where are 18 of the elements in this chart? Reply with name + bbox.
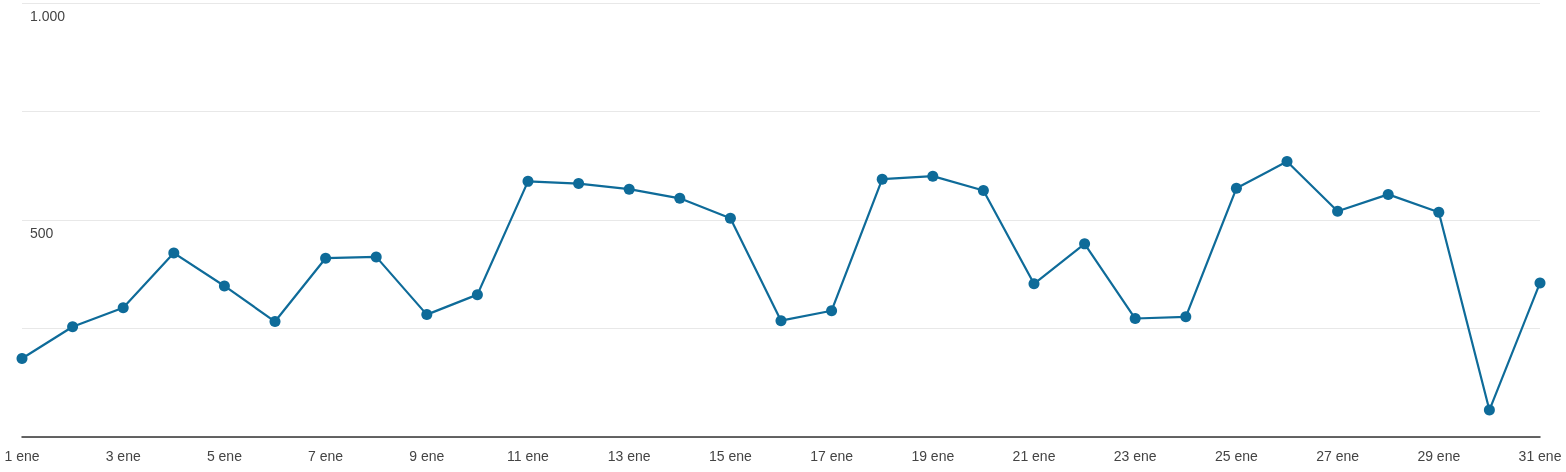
x-tick-label: 17 ene <box>810 448 854 464</box>
x-tick-label: 7 ene <box>308 448 344 464</box>
x-tick-label: 13 ene <box>607 448 651 464</box>
y-tick-label: 500 <box>30 225 54 241</box>
y-tick-label: 1.000 <box>30 8 66 24</box>
x-tick-label: 25 ene <box>1214 448 1259 464</box>
x-tick-label: 11 ene <box>507 448 550 464</box>
x-tick-label: 23 ene <box>1113 448 1157 464</box>
x-tick-label: 3 ene <box>105 448 141 464</box>
x-tick-label: 31 ene <box>1518 448 1562 464</box>
x-tick-label: 1 ene <box>4 448 40 464</box>
x-tick-label: 29 ene <box>1417 448 1461 464</box>
x-tick-label: 15 ene <box>708 448 753 464</box>
x-tick-label: 9 ene <box>409 448 445 464</box>
x-tick-label: 5 ene <box>206 448 243 464</box>
x-tick-label: 19 ene <box>911 448 955 464</box>
x-tick-label: 21 ene <box>1012 448 1056 464</box>
x-tick-label: 27 ene <box>1316 448 1360 464</box>
